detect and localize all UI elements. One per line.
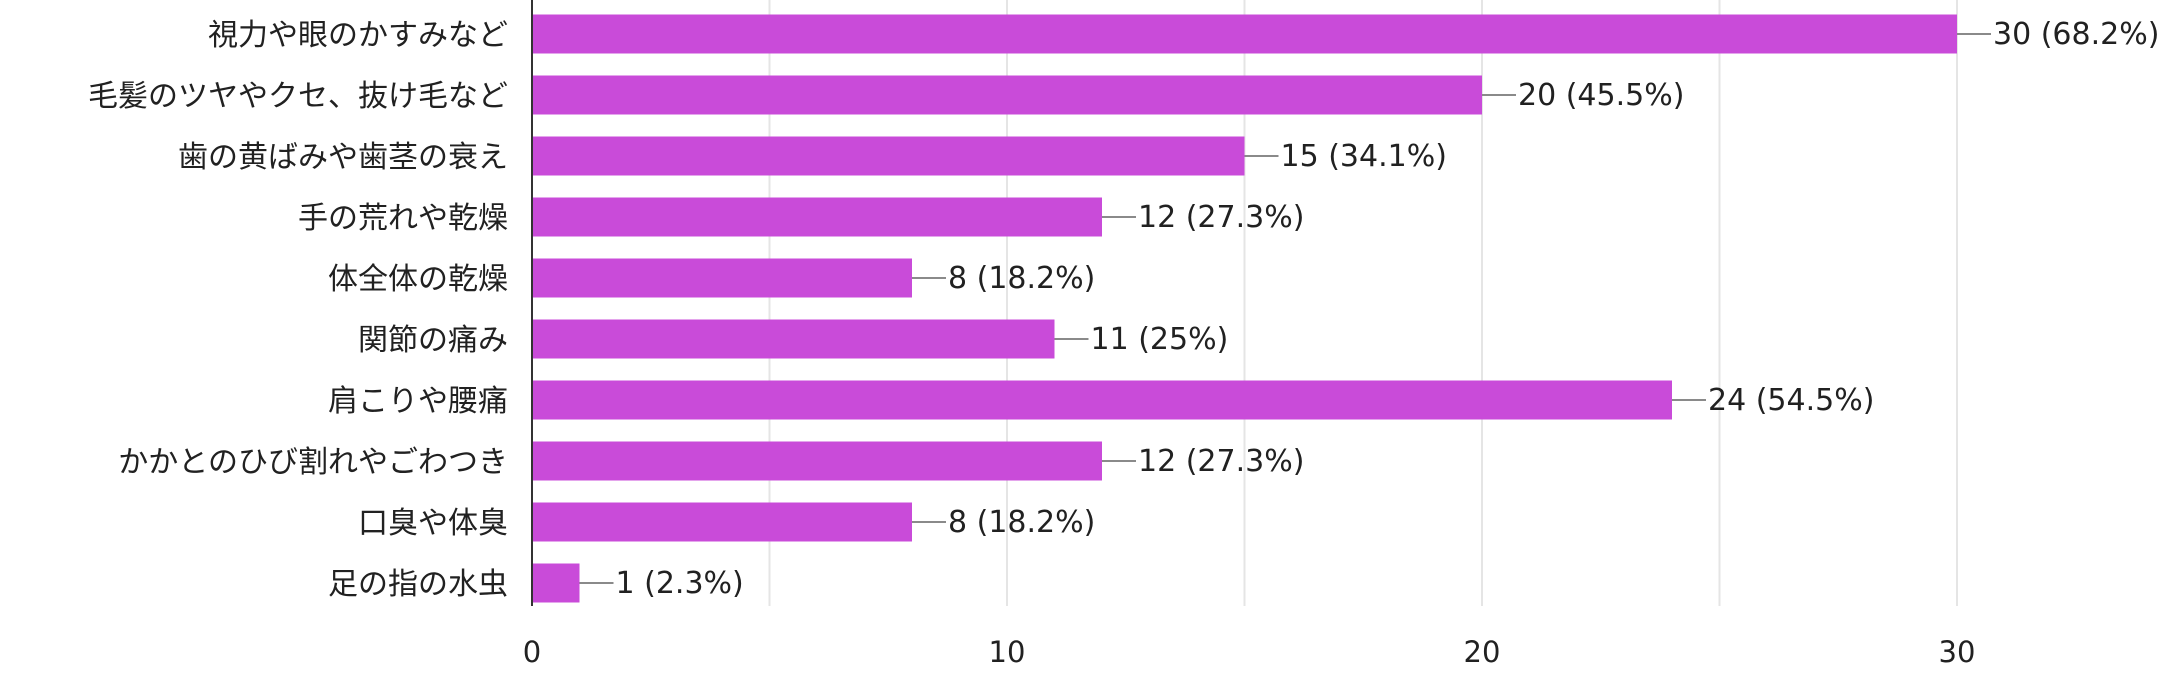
bar — [532, 258, 912, 298]
category-label: 歯の黄ばみや歯茎の衰え — [178, 140, 508, 175]
category-label: 肩こりや腰痛 — [328, 384, 508, 419]
bar — [532, 75, 1482, 115]
bar — [532, 380, 1672, 420]
value-label: 20 (45.5%) — [1518, 78, 1684, 113]
value-label: 11 (25%) — [1091, 322, 1229, 357]
category-label: 手の荒れや乾燥 — [298, 201, 508, 236]
category-label: 口臭や体臭 — [358, 506, 508, 541]
value-label: 1 (2.3%) — [616, 566, 744, 601]
bar — [532, 319, 1055, 359]
x-tick-label: 0 — [523, 635, 541, 669]
category-label: 体全体の乾燥 — [328, 262, 508, 297]
x-tick-label: 10 — [989, 635, 1026, 669]
label-layer: 0 10 20 30 30 (68.2%) 視力や眼のかすみなど 20 (45.5%) 毛髪の… — [88, 17, 2159, 669]
value-label: 15 (34.1%) — [1281, 139, 1447, 174]
value-label: 24 (54.5%) — [1708, 383, 1874, 418]
bar — [532, 14, 1957, 54]
value-label: 12 (27.3%) — [1138, 444, 1304, 479]
bar-layer — [532, 14, 1957, 603]
bar — [532, 136, 1245, 176]
category-label: かかとのひび割れやごわつき — [118, 445, 508, 480]
category-label: 視力や眼のかすみなど — [208, 18, 508, 53]
x-tick-label: 30 — [1939, 635, 1976, 669]
value-label: 8 (18.2%) — [948, 505, 1095, 540]
bar — [532, 441, 1102, 481]
category-label: 関節の痛み — [358, 323, 508, 358]
value-label: 8 (18.2%) — [948, 261, 1095, 296]
category-label: 毛髪のツヤやクセ、抜け毛など — [88, 79, 508, 114]
bar — [532, 502, 912, 542]
value-label: 12 (27.3%) — [1138, 200, 1304, 235]
bar — [532, 563, 580, 603]
x-tick-label: 20 — [1464, 635, 1501, 669]
bar — [532, 197, 1102, 237]
category-label: 足の指の水虫 — [328, 567, 508, 602]
value-label: 30 (68.2%) — [1993, 17, 2159, 52]
